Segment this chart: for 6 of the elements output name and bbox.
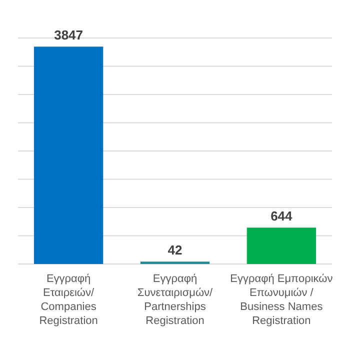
x-tick-label: Εγγραφή Εταιρειών/ Companies Registration: [39, 273, 98, 327]
data-label: 42: [168, 242, 182, 258]
data-label: 644: [270, 208, 294, 224]
data-label: 3847: [54, 28, 84, 43]
x-tick-label: Εγγραφή Συνεταιρισμών/ Partnerships Registration: [137, 273, 214, 327]
x-tick-label: Εγγραφή Εμπορικών Επωνυμιών / Business Names Registration: [230, 273, 334, 327]
